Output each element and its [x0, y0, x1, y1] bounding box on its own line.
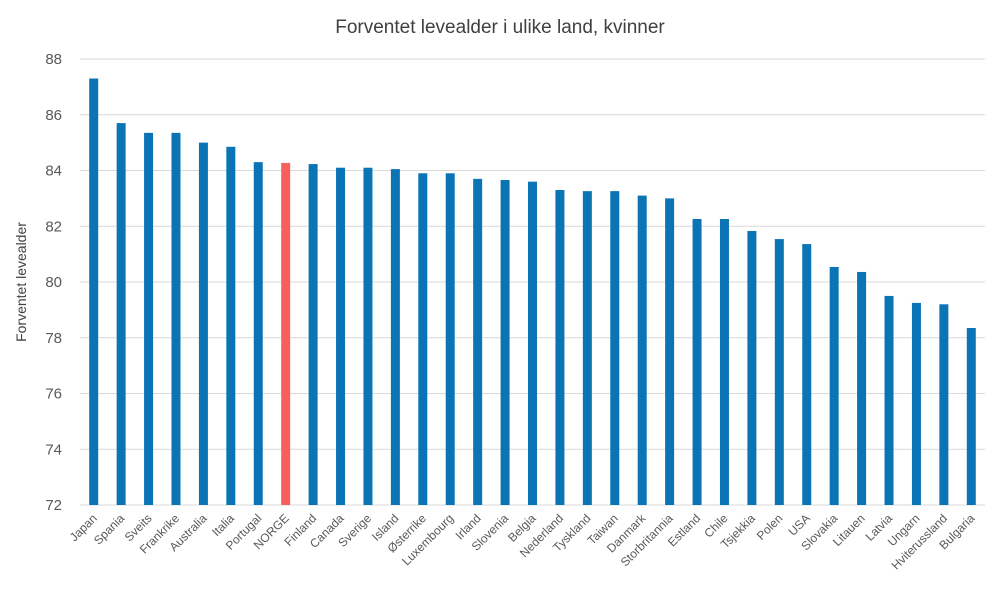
x-tick-label: Spania	[91, 511, 128, 548]
bar-irland	[473, 178, 483, 506]
bar-estland	[692, 219, 702, 505]
y-tick-label: 78	[45, 330, 62, 347]
bar-slovenia	[500, 179, 510, 506]
y-tick-label: 86	[45, 107, 62, 124]
bar-island	[390, 169, 400, 505]
bar-sverige	[363, 167, 373, 505]
bar-latvia	[884, 295, 894, 505]
bar-italia	[226, 146, 236, 505]
x-tick-label: Polen	[754, 511, 786, 543]
bar-litauen	[857, 271, 867, 505]
bar-belgia	[528, 181, 537, 505]
y-tick-label: 74	[45, 441, 62, 458]
chart-title: Forventet levealder i ulike land, kvinne…	[335, 17, 665, 38]
bar-frankrike	[171, 132, 181, 505]
bar-polen	[774, 239, 784, 505]
bar-hviterussland	[939, 304, 949, 505]
bar-sveits	[144, 132, 154, 505]
bar-usa	[802, 244, 812, 505]
y-axis-label: Forventet levealder	[13, 222, 29, 342]
y-tick-label: 80	[45, 274, 62, 291]
bar-nederland	[555, 190, 565, 505]
bar-luxembourg	[445, 173, 455, 505]
bar-finland	[308, 164, 318, 505]
bar-canada	[336, 167, 346, 505]
y-tick-label: 76	[45, 386, 62, 403]
bar-danmark	[637, 195, 647, 505]
bar-tsjekkia	[747, 230, 757, 505]
y-tick-label: 88	[45, 51, 62, 68]
y-tick-label: 84	[45, 163, 62, 180]
bar-japan	[89, 78, 99, 505]
y-tick-label: 72	[45, 497, 62, 514]
bar-bulgaria	[966, 327, 976, 505]
bar-spania	[116, 123, 126, 506]
bar-australia	[198, 142, 208, 505]
y-tick-label: 82	[45, 218, 62, 235]
bar-chile	[719, 219, 729, 505]
bar-østerrike	[418, 173, 428, 505]
bar-slovakia	[829, 266, 839, 505]
bar-norge	[281, 162, 291, 505]
bar-portugal	[253, 162, 263, 505]
bar-taiwan	[610, 191, 620, 505]
bar-ungarn	[911, 302, 921, 505]
bar-tyskland	[582, 191, 592, 505]
bar-storbritannia	[665, 198, 675, 505]
